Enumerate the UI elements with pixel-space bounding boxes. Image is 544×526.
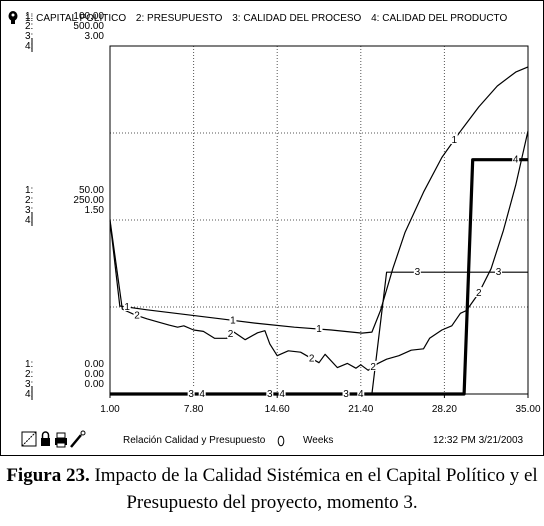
axis-series-marker: 3: [25, 31, 33, 42]
x-tick-label: 14.60 [265, 404, 290, 415]
series-2-marker-bg [308, 352, 316, 363]
print-icon[interactable] [55, 432, 67, 448]
y-axis-value-label: 500.00 [73, 21, 104, 32]
axis-series-marker: 1: [25, 11, 33, 22]
tool-icons [21, 430, 86, 448]
y-axis-value-label: 3.00 [85, 31, 105, 42]
series-1-line [109, 66, 529, 334]
x-tick-label: 1.00 [100, 404, 120, 415]
series-2-marker-bg [133, 309, 141, 320]
series-1-marker: 1 [230, 315, 236, 326]
x-tick-label: 28.20 [432, 404, 457, 415]
series-3-marker-bg [494, 266, 502, 277]
series-1-marker-bg [450, 133, 458, 144]
ruler-icon[interactable] [21, 431, 37, 447]
series-3-marker: 3 [343, 389, 349, 400]
axis-series-marker: 4: [25, 41, 33, 52]
footer-bar: Relación Calidad y Presupuesto Weeks 12:… [1, 429, 544, 453]
series-1-marker: 1 [316, 324, 322, 335]
y-axis-value-label: 0.00 [85, 369, 105, 380]
pin-icon[interactable] [7, 10, 19, 26]
axis-series-marker: 2: [25, 195, 33, 206]
series-3-marker-bg [266, 388, 274, 398]
series-2-marker-bg [369, 360, 377, 371]
chart-window: 1: CAPITAL POLITICO 2: PRESUPUESTO 3: CA… [0, 0, 544, 456]
series-4-marker: 4 [199, 389, 205, 400]
axis-series-marker: 1: [25, 185, 33, 196]
chart-description: Relación Calidad y Presupuesto [123, 435, 266, 446]
axis-series-marker: 2: [25, 369, 33, 380]
x-tick-label: 7.80 [184, 404, 204, 415]
time-units: Weeks [303, 435, 334, 446]
series-1-marker: 1 [124, 302, 130, 313]
series-3-marker: 3 [415, 267, 421, 278]
axis-series-marker: 3: [25, 205, 33, 216]
series-4-marker-bg [357, 388, 365, 398]
series-3-marker-bg [413, 266, 421, 277]
axis-series-marker: 2: [25, 21, 33, 32]
series-3-marker-bg [187, 388, 195, 398]
series-3-marker: 3 [496, 267, 502, 278]
series-2-marker: 2 [370, 362, 376, 373]
y-axis-value-label: 1.50 [85, 205, 105, 216]
figure-caption-text: Impacto de la Calidad Sistémica en el Ca… [89, 465, 538, 513]
series-4-marker: 4 [513, 155, 519, 166]
series-1-marker-bg [315, 323, 323, 334]
series-2-marker-bg [226, 328, 234, 339]
legend-entry-2: 2: PRESUPUESTO [135, 13, 223, 24]
figure-label: Figura 23. [6, 465, 90, 486]
axis-series-marker: 3: [25, 379, 33, 390]
legend-entry-4: 4: CALIDAD DEL PRODUCTO [371, 13, 508, 24]
lock-icon[interactable] [41, 431, 50, 446]
series-2-marker: 2 [228, 329, 234, 340]
figure-caption: Figura 23. Impacto de la Calidad Sistémi… [0, 462, 544, 516]
axis-series-marker: 1: [25, 359, 33, 370]
x-tick-label: 21.40 [348, 404, 373, 415]
series-1-marker-bg [123, 301, 131, 311]
series-4-marker-bg [512, 153, 520, 164]
y-axis-value-label: 50.00 [79, 185, 104, 196]
series-2-marker-bg [475, 287, 483, 298]
legend: 1: CAPITAL POLITICO 2: PRESUPUESTO 3: CA… [25, 13, 514, 24]
axis-series-marker: 4: [25, 389, 33, 400]
y-axis-value-label: 0.00 [85, 359, 105, 370]
series-4-marker: 4 [279, 389, 285, 400]
axis-series-marker: 4: [25, 215, 33, 226]
y-axis-value-label: 250.00 [73, 195, 104, 206]
x-tick-label: 35.00 [515, 404, 540, 415]
series-3-marker: 3 [188, 389, 194, 400]
legend-entry-1: 1: CAPITAL POLITICO [25, 13, 127, 24]
series-2-line [109, 130, 529, 371]
pencil-icon[interactable] [70, 430, 86, 448]
series-2-marker: 2 [476, 288, 482, 299]
series-4-marker-bg [198, 388, 206, 398]
series-4-marker: 4 [358, 389, 364, 400]
y-axis-value-label: 0.00 [85, 379, 105, 390]
series-4-marker-bg [278, 388, 286, 398]
series-3-marker-bg [342, 388, 350, 398]
series-2-marker: 2 [309, 354, 315, 365]
series-3-marker: 3 [267, 389, 273, 400]
legend-entry-3: 3: CALIDAD DEL PROCESO [232, 13, 362, 24]
timestamp: 12:32 PM 3/21/2003 [433, 435, 524, 446]
series-2-marker: 2 [134, 310, 140, 321]
line-chart: 1.00 7.80 14.60 21.40 28.20 35.00 1: 100.00 2: 50… [25, 11, 541, 415]
series-4-line [110, 158, 528, 396]
series-1-marker-bg [229, 314, 237, 325]
y-axis-value-label: 100.00 [73, 11, 104, 22]
series-1-marker: 1 [451, 135, 457, 146]
toggle-oval-icon[interactable] [277, 435, 285, 447]
